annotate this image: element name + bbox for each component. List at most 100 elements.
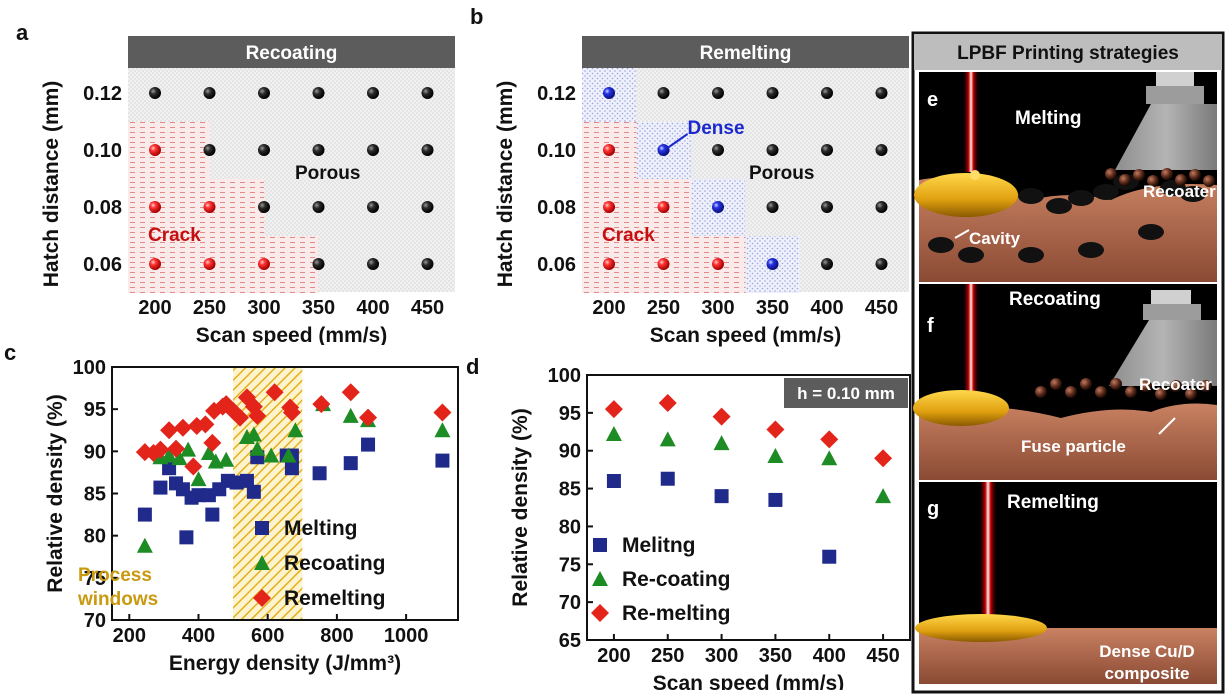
data-point — [231, 408, 250, 427]
data-point — [248, 406, 267, 425]
annotation-text: h = 0.10 mm — [797, 384, 895, 403]
data-point — [421, 258, 434, 270]
data-point — [180, 441, 197, 457]
data-point — [821, 87, 833, 99]
x-tick-label: 400 — [182, 625, 215, 647]
y-tick-label: 0.08 — [537, 197, 576, 219]
data-point — [136, 537, 153, 553]
cavity — [1093, 184, 1119, 200]
data-point — [203, 433, 222, 452]
data-point — [160, 421, 179, 440]
legend-marker — [591, 604, 609, 622]
label-melting: Melting — [1015, 108, 1082, 129]
data-point — [151, 440, 170, 459]
data-point — [659, 431, 676, 447]
data-point — [874, 449, 893, 468]
cavity — [1138, 224, 1164, 240]
label-cavity: Cavity — [969, 229, 1021, 248]
dense-pointer — [666, 133, 689, 149]
data-point — [203, 201, 216, 213]
data-point — [258, 144, 270, 156]
y-tick-label: 0.10 — [537, 140, 576, 162]
process-window-label-2: windows — [77, 589, 158, 610]
y-tick-label: 70 — [84, 610, 106, 632]
y-tick-label: 80 — [84, 526, 106, 548]
data-point — [367, 201, 379, 213]
data-point — [282, 403, 301, 422]
legend-marker — [255, 521, 269, 535]
y-tick-label: 95 — [84, 399, 106, 421]
laser-beam-f — [963, 284, 979, 394]
y-axis-label: Relative density (%) — [509, 408, 532, 606]
data-point — [341, 383, 360, 402]
laser-beam — [963, 72, 979, 172]
data-point — [200, 445, 217, 461]
cavity — [1046, 198, 1072, 214]
powder-particle — [1147, 175, 1159, 187]
porous-label: Porous — [295, 163, 360, 184]
powder-particle — [1035, 386, 1047, 398]
y-tick-label: 0.08 — [83, 197, 122, 219]
y-tick-label: 0.06 — [83, 254, 122, 276]
powder-particle — [1175, 174, 1187, 186]
data-point — [179, 530, 194, 545]
data-point — [218, 451, 235, 467]
data-point — [603, 201, 615, 213]
data-point — [149, 258, 161, 270]
data-point — [603, 87, 615, 99]
data-point — [284, 461, 299, 476]
x-tick-label: 300 — [247, 297, 280, 319]
cavity — [1018, 247, 1044, 263]
label-recoater-e: Recoater — [1143, 182, 1216, 201]
data-point — [343, 456, 358, 471]
data-point — [149, 87, 161, 99]
y-axis-label: Relative density (%) — [44, 394, 67, 592]
x-tick-label: 200 — [597, 645, 630, 667]
data-point — [821, 144, 833, 156]
cavity — [1180, 186, 1206, 202]
y-tick-label: 85 — [559, 479, 581, 501]
illustration-title-bar — [914, 34, 1222, 70]
crack-label: Crack — [602, 225, 655, 246]
data-point — [766, 144, 779, 156]
powder-particle — [1119, 174, 1131, 186]
data-point — [766, 201, 779, 213]
data-point — [421, 201, 434, 213]
x-tick-label: 350 — [759, 645, 792, 667]
y-tick-label: 95 — [559, 403, 581, 425]
crack-region — [128, 122, 210, 179]
data-point — [184, 457, 203, 476]
y-tick-label: 75 — [559, 554, 581, 576]
data-point — [190, 471, 207, 487]
recoater-blade — [1115, 104, 1217, 170]
data-point — [821, 450, 838, 466]
x-tick-label: 200 — [113, 625, 146, 647]
process-map-recoating: Recoating 0.12 0.10 0.08 0.06 200 250 300 350 400… — [40, 36, 455, 345]
legend-label: Remelting — [284, 587, 386, 610]
y-tick-label: 65 — [559, 630, 581, 652]
data-point — [657, 258, 670, 270]
data-point — [875, 488, 892, 504]
data-point — [714, 489, 729, 504]
data-point — [203, 87, 216, 99]
powder-particle — [1203, 175, 1215, 187]
panel-e: e Melting Recoater Cavity — [914, 72, 1217, 282]
x-tick-label: 400 — [813, 645, 846, 667]
data-point — [171, 450, 188, 466]
data-point — [312, 144, 325, 156]
cavity — [1068, 190, 1094, 206]
x-tick-label: 800 — [320, 625, 353, 647]
data-point — [312, 466, 327, 481]
y-tick-label: 100 — [73, 357, 106, 379]
data-point — [263, 447, 280, 463]
data-point — [713, 435, 730, 451]
y-tick-label: 90 — [84, 441, 106, 463]
data-point — [766, 420, 785, 439]
y-tick-label: 0.10 — [83, 140, 122, 162]
energy-density-chart: 70 75 80 85 90 95 100 200 400 600 800 1000 Melting Re… — [44, 357, 459, 675]
map-title: Recoating — [246, 43, 338, 64]
legend-label: Re-melting — [622, 602, 731, 625]
recoater-blade-f — [1109, 320, 1217, 386]
legend-label: Recoating — [284, 552, 386, 575]
powder-particle — [1095, 386, 1107, 398]
